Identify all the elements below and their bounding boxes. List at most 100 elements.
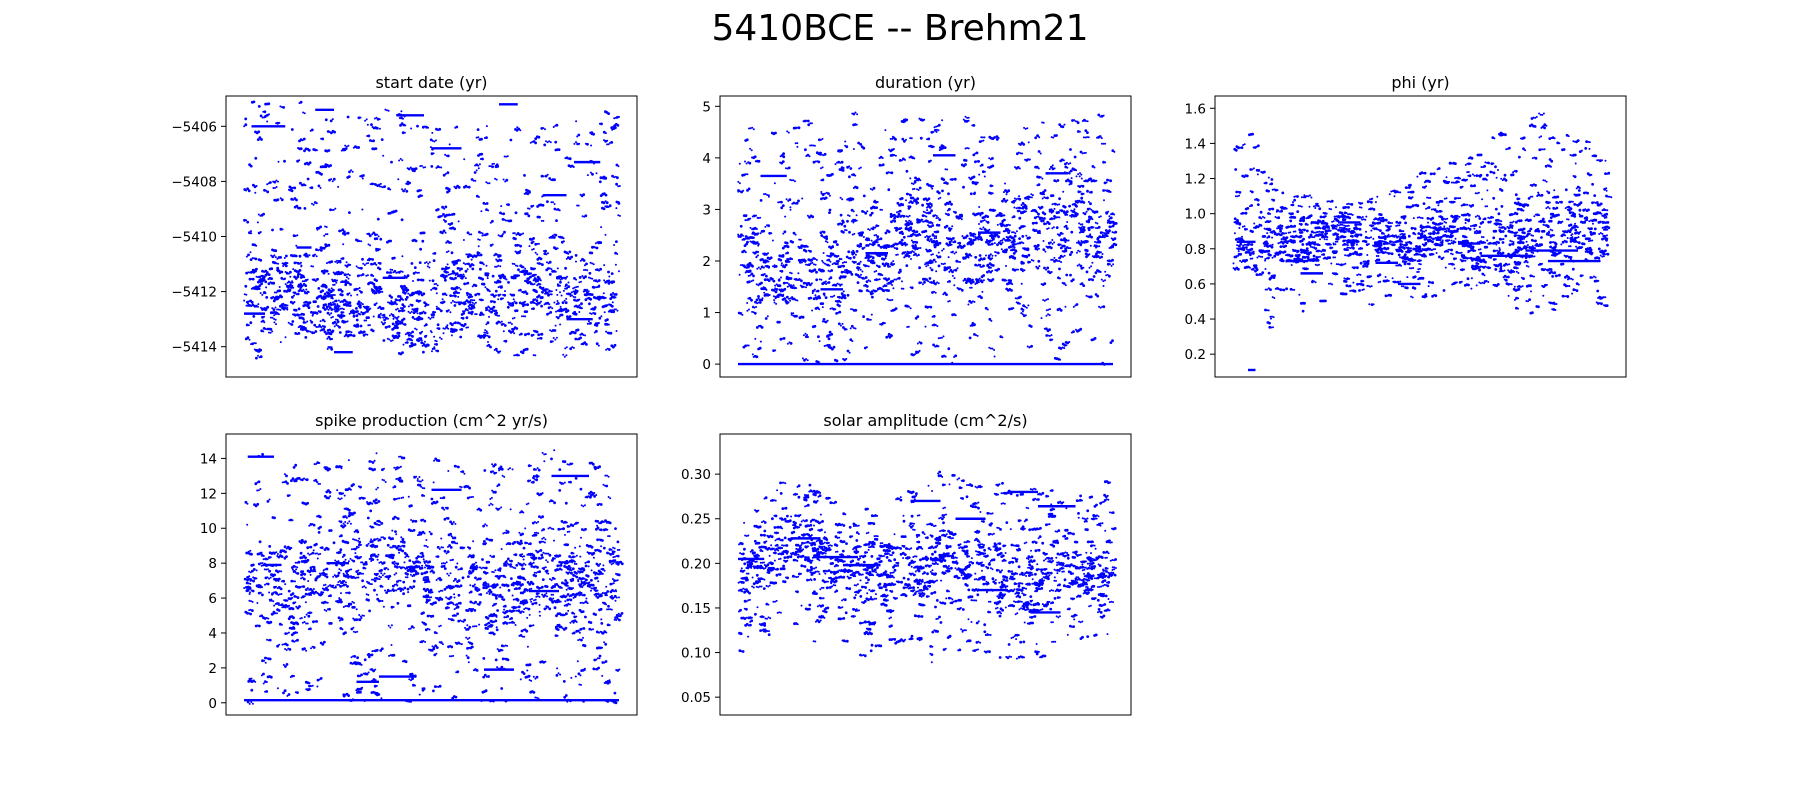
data-point	[273, 321, 276, 324]
data-point	[834, 240, 838, 243]
data-point	[746, 309, 749, 312]
data-point	[378, 118, 381, 121]
data-point	[435, 282, 438, 285]
data-point	[1027, 141, 1030, 144]
data-point	[244, 123, 248, 127]
data-point	[1102, 114, 1105, 117]
data-point	[787, 131, 790, 134]
data-point	[522, 232, 525, 235]
data-point	[854, 261, 857, 263]
data-point	[760, 326, 764, 329]
data-point	[553, 178, 556, 182]
data-point	[310, 186, 314, 190]
data-point	[349, 283, 352, 286]
data-point	[503, 230, 506, 234]
data-point	[1065, 210, 1069, 214]
data-point	[600, 122, 603, 126]
data-point	[763, 253, 767, 256]
data-point	[561, 309, 564, 312]
data-point	[746, 173, 749, 176]
data-point	[967, 303, 970, 306]
data-point	[537, 135, 541, 139]
data-point	[369, 307, 372, 310]
data-point	[1089, 233, 1092, 236]
data-point	[1051, 239, 1054, 241]
data-point	[997, 235, 1000, 239]
data-point	[846, 349, 850, 353]
data-point	[371, 329, 375, 333]
data-point	[937, 345, 940, 348]
data-point	[415, 328, 418, 331]
data-point	[556, 293, 559, 296]
data-point	[908, 222, 912, 225]
data-point	[906, 243, 909, 246]
data-point	[367, 306, 370, 308]
data-point	[996, 223, 999, 226]
data-point	[894, 154, 897, 157]
data-point	[969, 238, 973, 241]
data-point	[299, 282, 302, 285]
data-point	[430, 288, 433, 291]
data-point	[757, 244, 760, 247]
data-point	[848, 165, 851, 168]
data-point	[427, 316, 430, 319]
data-point	[1082, 228, 1086, 232]
data-point	[266, 120, 269, 123]
data-point	[556, 247, 559, 250]
data-point	[259, 355, 263, 359]
data-point	[244, 284, 248, 288]
data-point	[818, 340, 821, 343]
data-point	[477, 245, 480, 248]
data-point	[460, 328, 464, 331]
data-point	[306, 320, 309, 323]
data-point	[858, 275, 861, 279]
data-point	[767, 252, 769, 255]
data-point	[1056, 179, 1060, 182]
data-point	[301, 317, 305, 320]
data-point	[467, 185, 471, 189]
data-point	[545, 140, 547, 143]
data-point	[302, 321, 306, 324]
data-point	[404, 124, 407, 127]
data-point	[595, 246, 599, 250]
data-point	[252, 315, 256, 318]
data-point	[271, 316, 274, 319]
data-point	[753, 311, 757, 315]
data-point	[299, 100, 303, 104]
data-point	[463, 310, 466, 313]
data-point	[414, 239, 418, 243]
data-point	[931, 224, 935, 227]
data-point	[861, 270, 864, 273]
data-point	[585, 343, 588, 346]
data-point	[479, 253, 483, 257]
data-point	[602, 207, 606, 211]
data-point	[579, 336, 582, 340]
data-point	[254, 191, 257, 194]
data-point	[857, 262, 861, 266]
data-point	[791, 258, 794, 260]
data-point	[816, 289, 820, 293]
data-point	[355, 314, 359, 318]
data-point	[935, 235, 938, 238]
data-point	[968, 336, 972, 340]
data-point	[757, 159, 761, 163]
data-point	[1046, 266, 1050, 270]
data-point	[853, 252, 856, 255]
data-point	[318, 323, 321, 326]
data-point	[506, 155, 509, 158]
data-point	[470, 233, 473, 236]
data-point	[786, 259, 790, 263]
data-point	[403, 131, 406, 134]
data-point	[925, 265, 928, 268]
data-point	[1089, 295, 1093, 299]
data-point	[893, 219, 897, 223]
data-point	[751, 353, 754, 356]
data-point	[991, 184, 994, 187]
data-point	[1073, 119, 1076, 122]
data-point	[413, 343, 417, 346]
data-point	[1095, 252, 1098, 256]
data-point	[991, 269, 994, 272]
data-point	[284, 336, 287, 339]
data-point	[756, 267, 759, 270]
data-point	[445, 274, 448, 278]
